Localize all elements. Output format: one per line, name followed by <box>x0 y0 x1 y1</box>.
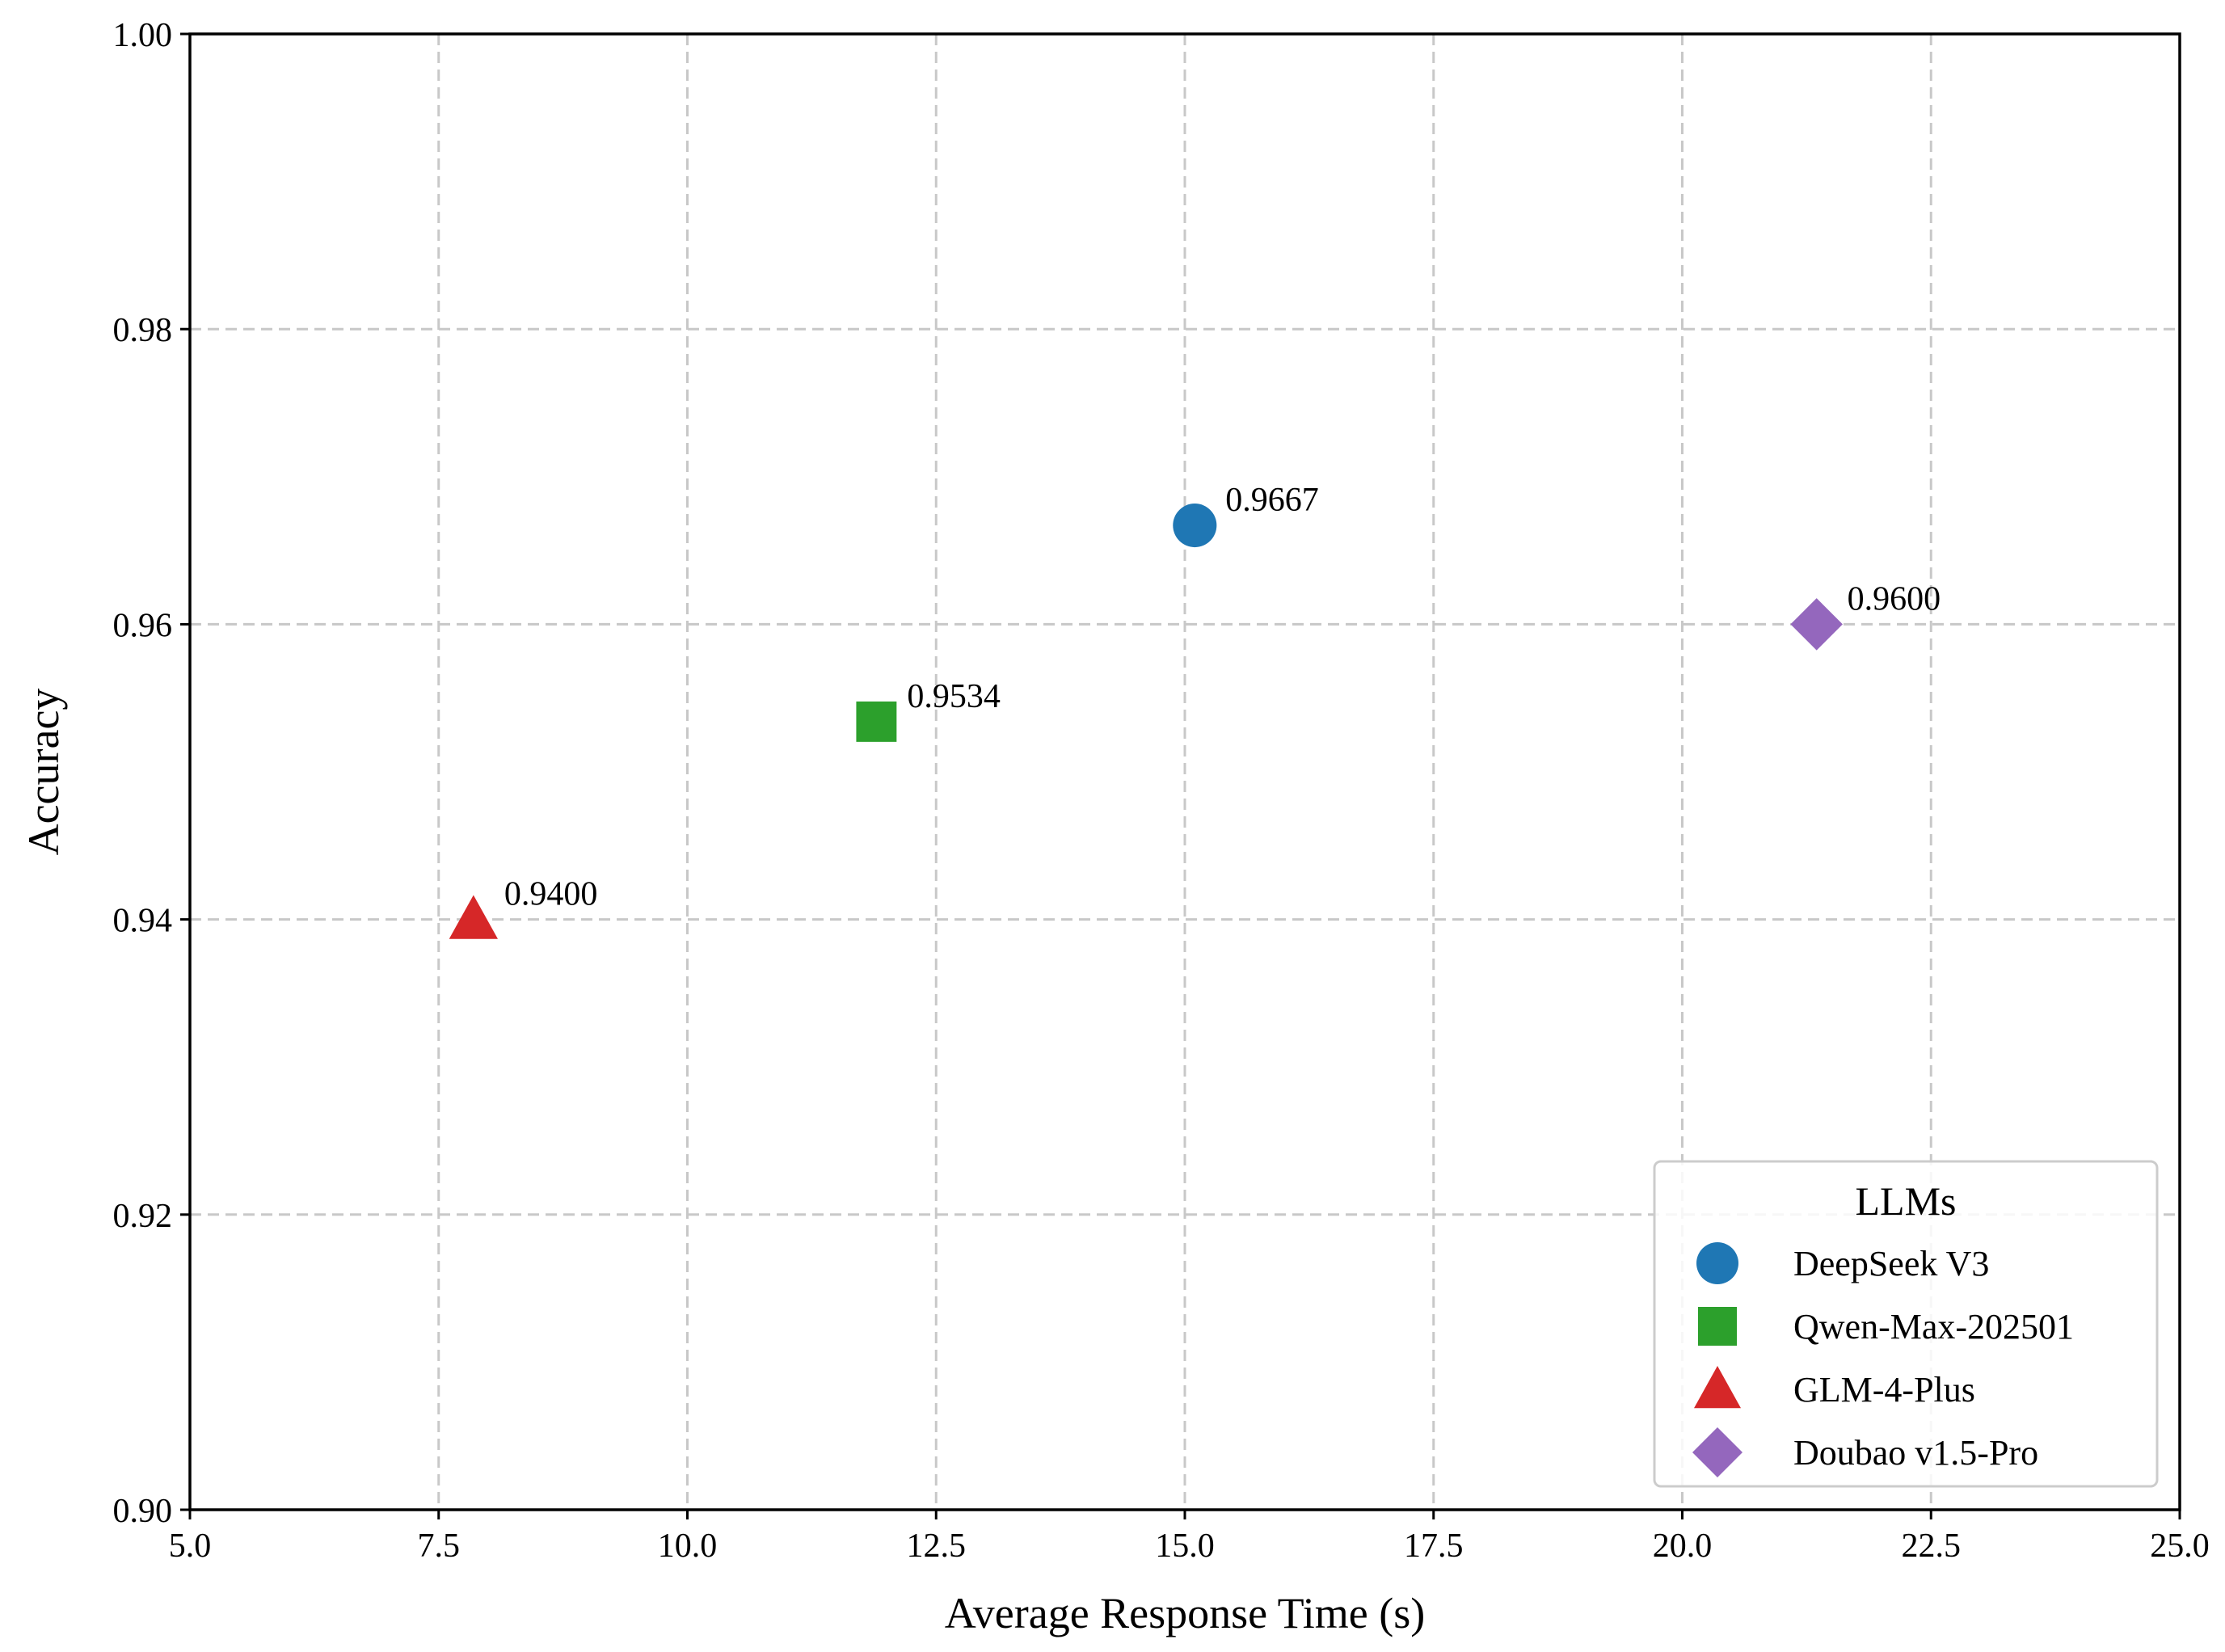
legend-box <box>1653 1160 2159 1488</box>
data-label: 0.9667 <box>1225 482 1319 519</box>
x-tick-label: 22.5 <box>1902 1528 1962 1565</box>
legend-items: DeepSeek V3 Qwen-Max-202501 GLM-4-Plus Doub… <box>1692 1242 2074 1477</box>
data-point-square <box>856 701 897 742</box>
data-label: 0.9400 <box>504 876 598 913</box>
x-axis-title: Average Response Time (s) <box>945 1589 1425 1637</box>
y-tick-label: 0.96 <box>113 607 173 644</box>
legend-title: LLMs <box>1856 1178 1957 1224</box>
legend-label: Doubao v1.5-Pro <box>1793 1433 2038 1473</box>
legend-item: GLM-4-Plus <box>1694 1366 1975 1410</box>
data-point-diamond <box>1790 598 1843 651</box>
x-tick-label: 7.5 <box>418 1528 461 1565</box>
y-tick-label: 0.90 <box>113 1493 173 1530</box>
x-tick-label: 20.0 <box>1653 1528 1713 1565</box>
x-axis-ticks: 5.0 7.5 10.0 12.5 15.0 17.5 20.0 22.5 25.0 <box>169 1510 2210 1565</box>
y-tick-label: 0.94 <box>113 903 173 940</box>
y-axis-title: Accuracy <box>19 689 68 856</box>
legend-marker-circle <box>1696 1242 1738 1284</box>
legend: LLMs DeepSeek V3 Qwen-Max-202501 GLM-4-Plu… <box>1653 1160 2159 1488</box>
x-tick-label: 10.0 <box>658 1528 718 1565</box>
x-tick-label: 5.0 <box>169 1528 212 1565</box>
x-tick-label: 15.0 <box>1155 1528 1215 1565</box>
data-label: 0.9600 <box>1848 580 1941 617</box>
legend-item: Qwen-Max-202501 <box>1698 1307 2074 1346</box>
y-tick-label: 0.98 <box>113 312 173 349</box>
data-label: 0.9534 <box>907 678 1001 715</box>
legend-item: DeepSeek V3 <box>1696 1242 1989 1284</box>
x-tick-label: 17.5 <box>1404 1528 1464 1565</box>
x-tick-label: 12.5 <box>907 1528 967 1565</box>
legend-label: Qwen-Max-202501 <box>1793 1307 2074 1346</box>
legend-item: Doubao v1.5-Pro <box>1692 1427 2038 1477</box>
legend-marker-triangle <box>1694 1366 1741 1409</box>
data-point-triangle <box>449 895 498 939</box>
x-tick-label: 25.0 <box>2150 1528 2210 1565</box>
legend-label: GLM-4-Plus <box>1793 1370 1975 1410</box>
data-point-circle <box>1173 504 1217 548</box>
y-tick-label: 0.92 <box>113 1198 173 1235</box>
y-tick-label: 1.00 <box>113 17 173 54</box>
legend-marker-diamond <box>1692 1427 1742 1477</box>
legend-marker-square <box>1698 1307 1737 1346</box>
y-axis-ticks: 0.90 0.92 0.94 0.96 0.98 1.00 <box>113 17 190 1530</box>
data-points: 0.9667 0.9534 0.9400 0.9600 <box>449 482 1941 939</box>
legend-label: DeepSeek V3 <box>1793 1244 1989 1283</box>
